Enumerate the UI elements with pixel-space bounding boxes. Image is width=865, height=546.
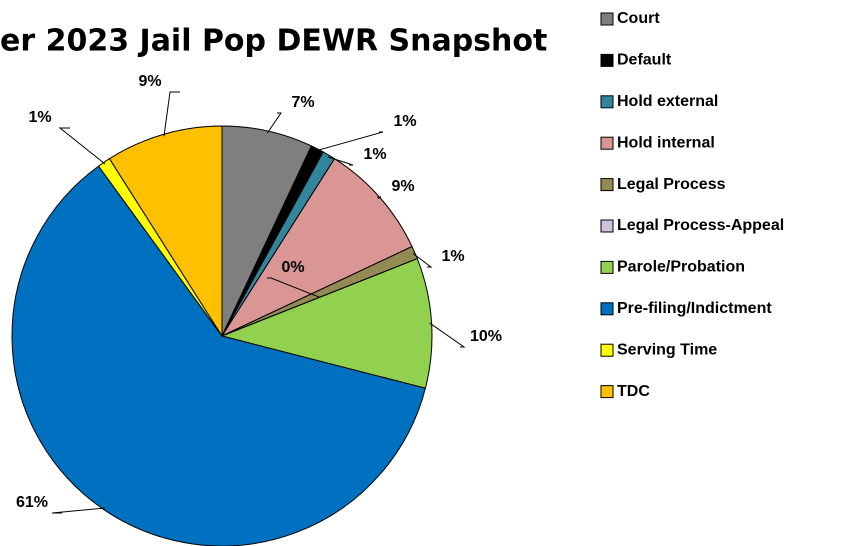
legend-swatch (600, 95, 614, 109)
legend-swatch (600, 178, 614, 192)
data-label: 1% (441, 248, 464, 265)
pie-slice (11, 165, 427, 546)
legend-label: Parole/Probation (617, 259, 745, 276)
data-label: 1% (393, 113, 416, 130)
data-label: 9% (391, 178, 414, 195)
pie-slice (108, 125, 223, 338)
legend-label: Legal Process-Appeal (617, 217, 784, 234)
data-label: 0% (281, 259, 304, 276)
legend-swatch (600, 53, 614, 67)
legend-label: Pre-filing/Indictment (617, 300, 772, 317)
data-label: 10% (470, 328, 502, 345)
leader-line (51, 507, 106, 514)
legend-swatch (600, 260, 614, 274)
leader-line (163, 91, 180, 137)
pie-slice (220, 258, 433, 389)
legend-label: Serving Time (617, 341, 717, 358)
leader-line (316, 131, 384, 152)
chart-title: er 2023 Jail Pop DEWR Snapshot (0, 24, 547, 59)
leader-line (58, 127, 106, 165)
leader-line (412, 252, 433, 268)
legend-swatch (600, 343, 614, 357)
legend-swatch (600, 12, 614, 26)
legend-label: Hold internal (617, 134, 715, 151)
data-label: 9% (138, 73, 161, 90)
legend-label: Hold external (617, 93, 718, 110)
legend-swatch (600, 219, 614, 233)
legend-label: Court (617, 10, 660, 27)
legend-swatch (600, 302, 614, 316)
data-label: 7% (291, 94, 314, 111)
legend-label: Default (617, 52, 672, 69)
legend-swatch (600, 136, 614, 150)
data-label: 61% (16, 494, 48, 511)
legend-swatch (600, 385, 614, 399)
leader-line (429, 322, 466, 348)
data-label: 1% (28, 109, 51, 126)
data-label: 1% (363, 146, 386, 163)
leader-line (267, 277, 320, 298)
leader-line (266, 112, 282, 134)
legend-label: Legal Process (617, 176, 726, 193)
legend-label: TDC (617, 383, 650, 400)
leader-line (377, 196, 382, 199)
